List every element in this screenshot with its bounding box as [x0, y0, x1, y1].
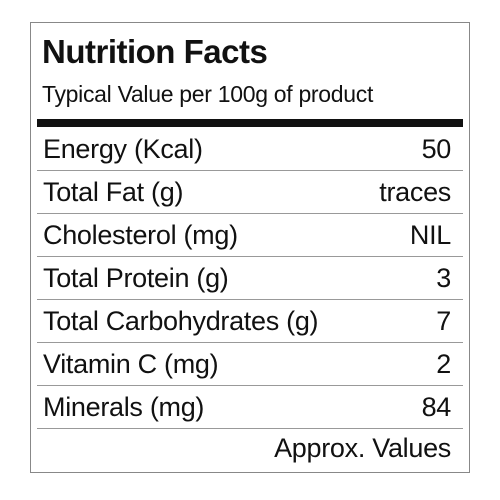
- nutrient-value: traces: [379, 176, 451, 207]
- nutrient-name: Cholesterol (mg): [43, 219, 238, 250]
- nutrient-name: Minerals (mg): [43, 391, 205, 422]
- nutrient-name: Energy (Kcal): [43, 133, 203, 164]
- nutrient-value: 2: [436, 348, 451, 379]
- table-row: Total Carbohydrates (g) 7: [37, 300, 463, 343]
- nutrient-name: Total Carbohydrates (g): [43, 305, 319, 336]
- divider: [37, 119, 463, 127]
- nutrient-value: 7: [436, 305, 451, 336]
- nutrient-name: Total Protein (g): [43, 262, 229, 293]
- table-row: Vitamin C (mg) 2: [37, 343, 463, 386]
- nutrition-label: Nutrition Facts Typical Value per 100g o…: [30, 22, 470, 473]
- table-row: Cholesterol (mg) NIL: [37, 214, 463, 257]
- table-row: Total Protein (g) 3: [37, 257, 463, 300]
- title: Nutrition Facts: [42, 33, 268, 70]
- table-row: Total Fat (g) traces: [37, 171, 463, 214]
- nutrient-value: 84: [421, 391, 452, 422]
- nutrient-value: NIL: [409, 219, 451, 250]
- footer-note: Approx. Values: [274, 433, 451, 463]
- nutrient-table: Energy (Kcal) 50 Total Fat (g) traces Choles…: [37, 128, 463, 429]
- nutrient-name: Total Fat (g): [43, 176, 184, 207]
- table-row: Energy (Kcal) 50: [37, 128, 463, 171]
- nutrient-value: 50: [421, 133, 452, 164]
- table-row: Minerals (mg) 84: [37, 386, 463, 429]
- subtitle: Typical Value per 100g of product: [42, 81, 374, 107]
- nutrient-name: Vitamin C (mg): [43, 348, 219, 379]
- nutrient-value: 3: [436, 262, 451, 293]
